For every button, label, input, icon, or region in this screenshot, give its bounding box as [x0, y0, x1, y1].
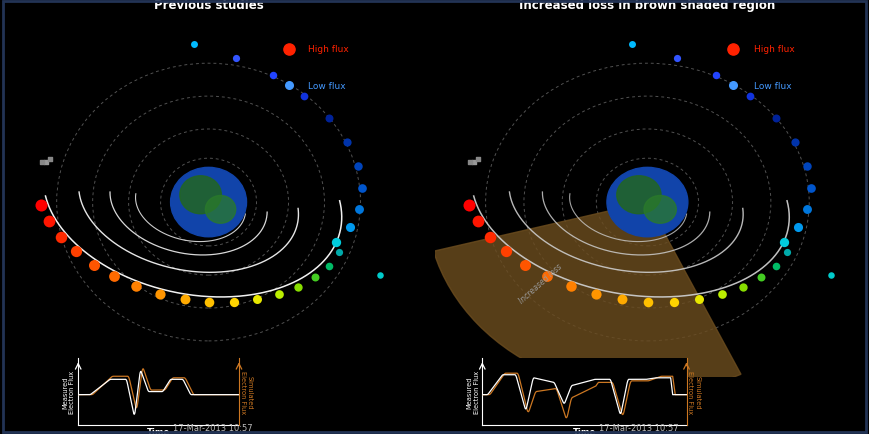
Point [518, 262, 532, 269]
Point [499, 248, 513, 255]
Point [463, 160, 477, 167]
Point [471, 218, 485, 225]
Circle shape [180, 176, 222, 214]
Point [804, 185, 818, 192]
Point [788, 139, 802, 146]
Point [709, 72, 723, 79]
Point [667, 299, 681, 306]
Point [471, 156, 485, 163]
Point [308, 274, 322, 281]
Point [355, 185, 368, 192]
Point [615, 296, 629, 302]
Point [107, 273, 121, 280]
Point [54, 234, 68, 241]
Point [297, 93, 311, 100]
X-axis label: Time: Time [147, 427, 170, 434]
Y-axis label: Simulated
Electron Flux: Simulated Electron Flux [240, 370, 253, 413]
Point [69, 248, 83, 255]
Circle shape [644, 196, 676, 224]
Point [824, 272, 838, 279]
Circle shape [170, 168, 247, 237]
Point [43, 218, 56, 225]
Point [754, 274, 768, 281]
Circle shape [617, 176, 661, 214]
Point [329, 239, 343, 246]
Title: Current study:
Increased loss in brown shaded region: Current study: Increased loss in brown s… [520, 0, 775, 12]
Point [34, 202, 48, 209]
Point [202, 298, 216, 305]
Point [769, 116, 783, 123]
Point [43, 156, 56, 163]
Text: High flux: High flux [753, 45, 794, 54]
X-axis label: Time: Time [573, 427, 596, 434]
Point [343, 224, 357, 231]
Point [462, 202, 476, 209]
Point [153, 290, 167, 297]
Y-axis label: Measured
Electron Flux: Measured Electron Flux [63, 370, 76, 413]
Point [769, 263, 783, 270]
Point [799, 163, 813, 170]
Point [779, 249, 793, 256]
Point [129, 283, 143, 290]
Text: 17-Mar-2013 10:57: 17-Mar-2013 10:57 [599, 423, 679, 432]
Wedge shape [434, 203, 741, 392]
Point [187, 41, 201, 48]
Point [229, 55, 243, 62]
Text: Low flux: Low flux [753, 82, 792, 90]
Point [625, 41, 639, 48]
Point [352, 206, 366, 213]
Point [743, 93, 757, 100]
Point [641, 298, 655, 305]
Point [282, 82, 295, 89]
Point [282, 46, 295, 53]
Text: Low flux: Low flux [308, 82, 346, 90]
Point [333, 249, 347, 256]
Point [291, 283, 305, 290]
Text: 17-Mar-2013 10:57: 17-Mar-2013 10:57 [173, 423, 253, 432]
Point [715, 291, 729, 298]
Point [322, 263, 336, 270]
Point [351, 163, 365, 170]
Point [227, 299, 241, 306]
Point [540, 273, 554, 280]
Point [374, 272, 388, 279]
Point [266, 72, 280, 79]
Point [87, 262, 101, 269]
Point [483, 234, 497, 241]
Text: Increased loss: Increased loss [518, 261, 564, 304]
Point [178, 296, 192, 302]
Point [564, 283, 578, 290]
Point [250, 296, 264, 303]
Point [792, 224, 806, 231]
Point [272, 291, 286, 298]
Point [589, 290, 603, 297]
Title: Previous studies: Previous studies [154, 0, 263, 12]
Circle shape [607, 168, 688, 237]
Point [692, 296, 706, 303]
Point [39, 160, 53, 167]
Point [468, 160, 481, 167]
Point [726, 46, 740, 53]
Y-axis label: Simulated
Electron Flux: Simulated Electron Flux [687, 370, 700, 413]
Point [736, 283, 750, 290]
Point [800, 206, 814, 213]
Point [35, 160, 49, 167]
Y-axis label: Measured
Electron Flux: Measured Electron Flux [467, 370, 480, 413]
Point [777, 239, 791, 246]
Point [322, 116, 336, 123]
Circle shape [205, 196, 235, 224]
Text: High flux: High flux [308, 45, 349, 54]
Point [726, 82, 740, 89]
Point [341, 139, 355, 146]
Point [670, 55, 684, 62]
